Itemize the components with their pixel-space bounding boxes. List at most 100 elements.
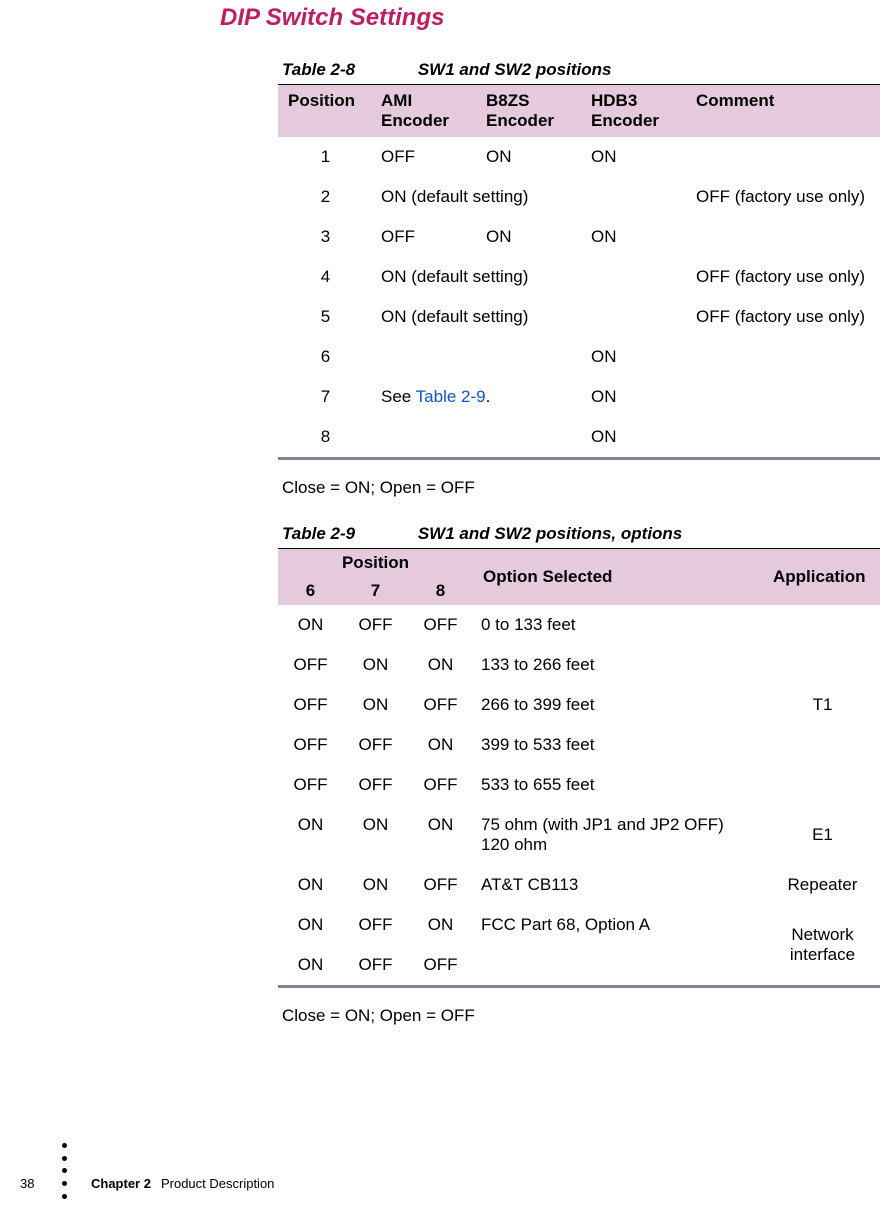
table-row: 4 ON (default setting) OFF (factory use … [278,257,880,297]
t2-cell: 266 to 399 feet [473,685,765,725]
t1-cell [373,337,478,377]
footer-chapter-label: Chapter 2 [91,1176,151,1191]
table1-caption-label: Table 2-8 [282,60,413,79]
t2-cell: 133 to 266 feet [473,645,765,685]
t1-cell [478,417,583,457]
t1-tail: . [486,387,491,406]
table2-caption-label: Table 2-9 [282,524,413,543]
t2-cell: AT&T CB113 [473,865,765,905]
footer-dots-icon [62,1168,67,1199]
t2-app: E1 [765,805,880,865]
t1-cell: OFF [373,217,478,257]
table-row: ON OFF ON FCC Part 68, Option A Networki… [278,905,880,945]
table2-body: ON OFF OFF 0 to 133 feet T1 OFF ON ON 13… [278,605,880,985]
table2-note: Close = ON; Open = OFF [278,1006,880,1026]
t2-cell: ON [408,725,473,765]
t2-cell: OFF [343,905,408,945]
t1-cell: 2 [278,177,373,217]
t2-cell: ON [278,945,343,985]
t2-cell: 533 to 655 feet [473,765,765,805]
table-row: 2 ON (default setting) OFF (factory use … [278,177,880,217]
t1-cell [688,137,880,177]
t2-cell: ON [278,905,343,945]
t1-cell [688,377,880,417]
t2-cell: OFF [278,765,343,805]
page-number: 38 [20,1176,48,1191]
table2-h-option: Option Selected [473,549,765,605]
t2-cell: OFF [278,725,343,765]
t1-cell: 6 [278,337,373,377]
t1-cell: ON [583,137,688,177]
table-row: 8 ON [278,417,880,457]
t1-cell: ON [583,337,688,377]
table1-h-comment: Comment [688,85,880,137]
page: DIP Switch Settings Table 2-8 SW1 and SW… [0,0,880,1221]
table2-caption-title: SW1 and SW2 positions, options [418,524,682,543]
t1-cell: See Table 2-9. [373,377,583,417]
t1-cell: 8 [278,417,373,457]
t2-cell: 75 ohm (with JP1 and JP2 OFF)120 ohm [473,805,765,865]
table-row: 3 OFF ON ON [278,217,880,257]
t1-cell: OFF (factory use only) [688,257,880,297]
table-row: 6 ON [278,337,880,377]
t2-cell: 0 to 133 feet [473,605,765,645]
t1-cell: OFF [373,137,478,177]
t1-cell: ON [583,417,688,457]
footer-chapter-title: Product Description [161,1176,274,1191]
t2-cell: ON [343,645,408,685]
t2-cell: OFF [408,865,473,905]
t1-cell [688,217,880,257]
t1-cell [688,337,880,377]
t1-cell: 3 [278,217,373,257]
t2-cell: OFF [408,765,473,805]
t2-cell: OFF [343,945,408,985]
t1-cell: ON (default setting) [373,177,583,217]
t2-cell: ON [343,685,408,725]
t1-cell: OFF (factory use only) [688,297,880,337]
table1-note: Close = ON; Open = OFF [278,478,880,498]
t1-cell: ON [583,217,688,257]
table29-link[interactable]: Table 2-9 [416,387,486,406]
t2-cell: OFF [343,725,408,765]
table2-caption: Table 2-9 SW1 and SW2 positions, options [278,524,880,544]
table1-header-row: Position AMIEncoder B8ZSEncoder HDB3Enco… [278,85,880,137]
t2-cell: ON [343,805,408,865]
table1-caption: Table 2-8 SW1 and SW2 positions [278,60,880,80]
table2-h-6: 6 [278,577,343,605]
t2-cell: ON [408,645,473,685]
t2-app: Repeater [765,865,880,905]
table1-h-hdb3: HDB3Encoder [583,85,688,137]
t2-cell: ON [278,605,343,645]
margin-dots [62,1143,67,1161]
t1-cell: 5 [278,297,373,337]
t2-cell: FCC Part 68, Option A [473,905,765,945]
t1-see: See [381,387,416,406]
t1-cell: 1 [278,137,373,177]
table2-h-7: 7 [343,577,408,605]
t2-cell: 399 to 533 feet [473,725,765,765]
t1-cell: ON [478,137,583,177]
main-content: Table 2-8 SW1 and SW2 positions Position… [278,60,880,1026]
t2-cell: OFF [408,685,473,725]
table1-h-ami: AMIEncoder [373,85,478,137]
t1-cell [583,177,688,217]
table-row: ON OFF OFF 0 to 133 feet T1 [278,605,880,645]
t2-cell [473,945,765,985]
table-row: 1 OFF ON ON [278,137,880,177]
t1-cell [583,297,688,337]
t2-cell: ON [343,865,408,905]
t1-cell: OFF (factory use only) [688,177,880,217]
table1: Position AMIEncoder B8ZSEncoder HDB3Enco… [278,85,880,457]
table1-body: 1 OFF ON ON 2 ON (default setting) OFF (… [278,137,880,457]
section-title: DIP Switch Settings [220,4,444,32]
table-row: 7 See Table 2-9. ON [278,377,880,417]
table2-header-row1: Position Option Selected Application [278,549,880,577]
t2-app: Networkinterface [765,905,880,985]
table1-h-position: Position [278,85,373,137]
t1-cell [478,337,583,377]
table1-caption-title: SW1 and SW2 positions [418,60,612,79]
t1-cell [373,417,478,457]
t2-cell: ON [408,905,473,945]
t1-cell: 4 [278,257,373,297]
t2-cell: OFF [408,605,473,645]
